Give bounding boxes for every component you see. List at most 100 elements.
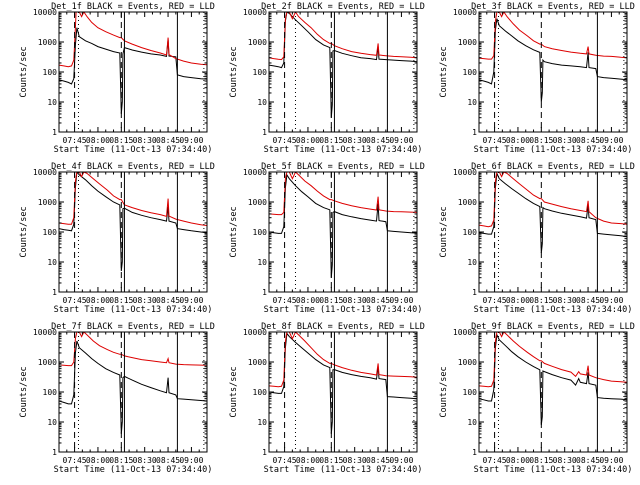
panel-5-y-axis-label: Counts/sec [229,206,239,257]
panel-7-x-tick-label: 09:00 [179,456,203,465]
panel-4-y-tick-label: 1 [52,288,57,297]
panel-2-x-tick-label: 08:00 [296,136,320,145]
panel-4-title: Det_4f BLACK = Events, RED = LLD [51,162,215,172]
panel-2-y-tick-label: 10000 [243,8,267,17]
panel-4-y-tick-label: 100 [43,228,58,237]
panel-1-x-tick-label: 07:45 [63,136,87,145]
panel-6-x-tick-label: 08:15 [529,296,553,305]
panel-2-x-tick-label: 07:45 [273,136,297,145]
panel-9-frame [478,331,628,453]
panel-2-title: Det_2f BLACK = Events, RED = LLD [261,2,425,12]
panel-1-x-tick-label: 09:00 [179,136,203,145]
panel-1-x-tick-label: 08:30 [133,136,157,145]
panel-5-x-tick-label: 08:00 [296,296,320,305]
panel-1-frame [58,11,208,133]
panel-4-x-tick-label: 09:00 [179,296,203,305]
panel-8-y-axis-label: Counts/sec [229,366,239,417]
panel-3-y-tick-label: 1 [472,128,477,137]
panel-3-frame [478,11,628,133]
panel-4-frame [58,171,208,293]
panel-4-y-axis-label: Counts/sec [19,206,29,257]
panel-3-x-tick-label: 09:00 [599,136,623,145]
panel-5-x-tick-label: 09:00 [389,296,413,305]
panel-9-series-lld [479,332,627,388]
panel-4-x-tick-label: 07:45 [63,296,87,305]
panel-8-frame [268,331,418,453]
panel-4-x-tick-label: 08:45 [156,296,180,305]
panel-5-y-tick-label: 10 [257,258,267,267]
panel-2-x-tick-label: 08:45 [366,136,390,145]
panel-8-series-lld [269,332,417,388]
panel-7-y-tick-label: 100 [43,388,58,397]
panel-7-x-tick-label: 08:45 [156,456,180,465]
panel-9-x-tick-label: 08:00 [506,456,530,465]
panel-3-series-lld [479,12,627,60]
panel-3-x-tick-label: 08:00 [506,136,530,145]
panel-1-series-events [59,27,207,114]
panel-9-y-tick-label: 10 [467,418,477,427]
panel-4-x-tick-label: 08:00 [86,296,110,305]
panel-8-x-axis-label: Start Time (11-Oct-13 07:34:40) [264,465,423,475]
panel-7-x-tick-label: 08:00 [86,456,110,465]
panel-7-y-tick-label: 10 [47,418,57,427]
panel-7-frame [58,331,208,453]
panel-7-y-axis-label: Counts/sec [19,366,29,417]
panel-2-y-tick-label: 1000 [248,38,267,47]
panel-8-x-tick-label: 08:45 [366,456,390,465]
panel-9-x-tick-label: 08:15 [529,456,553,465]
panel-3-x-tick-label: 07:45 [483,136,507,145]
panel-8-series-events [269,332,417,434]
panel-9-x-tick-label: 09:00 [599,456,623,465]
panel-3-y-axis-label: Counts/sec [439,46,449,97]
panel-6-y-tick-label: 1 [472,288,477,297]
panel-2-frame [268,11,418,133]
panel-1-y-tick-label: 10000 [33,8,57,17]
panel-3-x-tick-label: 08:30 [553,136,577,145]
panel-1-x-tick-label: 08:45 [156,136,180,145]
panel-3-y-tick-label: 10 [467,98,477,107]
panel-9-x-axis-label: Start Time (11-Oct-13 07:34:40) [474,465,633,475]
panel-4-y-tick-label: 1000 [38,198,57,207]
panel-8-x-tick-label: 08:15 [319,456,343,465]
panel-9-title: Det_9f BLACK = Events, RED = LLD [471,322,635,332]
panel-2-y-tick-label: 1 [262,128,267,137]
panel-7-y-tick-label: 10000 [33,328,57,337]
panel-5-series-lld [269,172,417,216]
panel-6-series-lld [479,172,627,228]
panel-8-y-tick-label: 100 [253,388,268,397]
panel-4-x-axis-label: Start Time (11-Oct-13 07:34:40) [54,305,213,315]
panel-1-series-lld [59,12,207,68]
panel-1-title: Det_1f BLACK = Events, RED = LLD [51,2,215,12]
panel-1-y-tick-label: 1000 [38,38,57,47]
panel-5-x-tick-label: 07:45 [273,296,297,305]
panel-8-y-tick-label: 1 [262,448,267,457]
panel-9-y-tick-label: 10000 [453,328,477,337]
panel-5-y-tick-label: 100 [253,228,268,237]
panel-5-x-axis-label: Start Time (11-Oct-13 07:34:40) [264,305,423,315]
panel-6-y-tick-label: 10 [467,258,477,267]
panel-6-x-tick-label: 07:45 [483,296,507,305]
panel-5-series-events [269,173,417,278]
panel-4-x-tick-label: 08:15 [109,296,133,305]
panel-7-x-tick-label: 08:15 [109,456,133,465]
panel-8-y-tick-label: 10 [257,418,267,427]
panel-9-y-tick-label: 1 [472,448,477,457]
panel-2-x-tick-label: 09:00 [389,136,413,145]
panel-3-y-tick-label: 1000 [458,38,477,47]
panel-1-x-axis-label: Start Time (11-Oct-13 07:34:40) [54,145,213,155]
panel-8-x-tick-label: 09:00 [389,456,413,465]
panel-5-x-tick-label: 08:15 [319,296,343,305]
panel-3-x-tick-label: 08:15 [529,136,553,145]
panel-9-y-axis-label: Counts/sec [439,366,449,417]
panel-6-x-tick-label: 08:30 [553,296,577,305]
panel-7-x-axis-label: Start Time (11-Oct-13 07:34:40) [54,465,213,475]
panel-4-x-tick-label: 08:30 [133,296,157,305]
panel-2-y-tick-label: 100 [253,68,268,77]
panel-8-x-tick-label: 07:45 [273,456,297,465]
panel-5-y-tick-label: 1 [262,288,267,297]
panel-1-y-tick-label: 1 [52,128,57,137]
panel-5-title: Det_5f BLACK = Events, RED = LLD [261,162,425,172]
panel-1-x-tick-label: 08:15 [109,136,133,145]
panel-1-y-tick-label: 10 [47,98,57,107]
